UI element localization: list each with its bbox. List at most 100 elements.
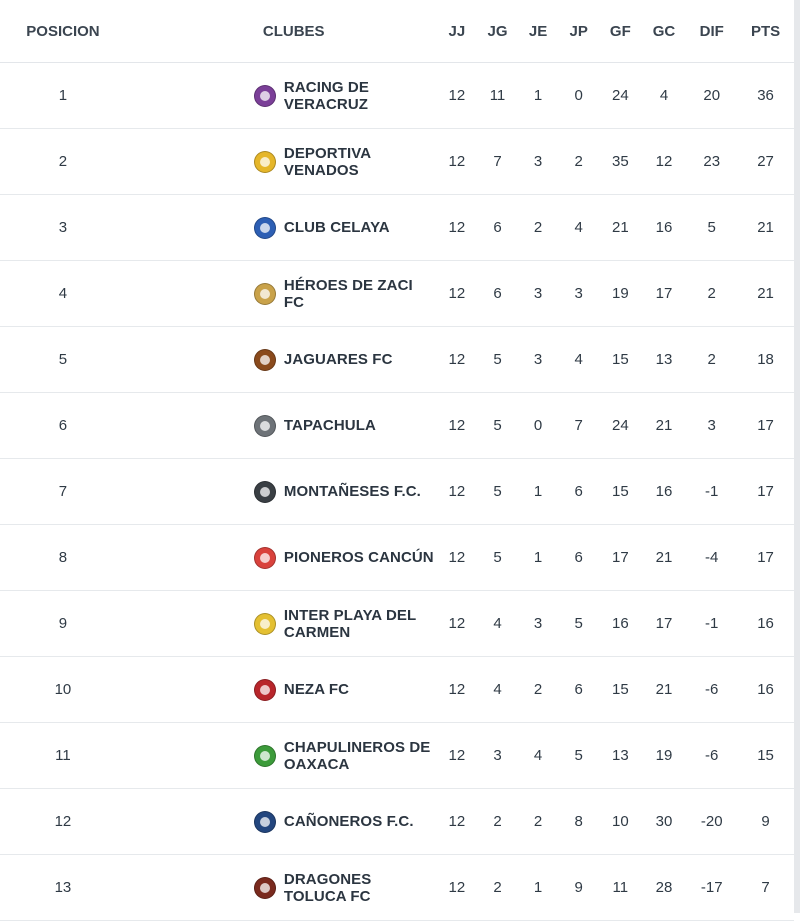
club-name[interactable]: CLUB CELAYA [283,219,390,236]
table-row[interactable]: 2 DEPORTIVA VENADOS 12 7 3 2 35 12 23 27 [0,128,794,195]
header-dif[interactable]: DIF [686,0,738,63]
cell-posicion: 7 [0,458,126,525]
header-clubes[interactable]: CLUBES [125,0,437,63]
cell-gc: 21 [641,656,687,723]
cell-club[interactable]: DRAGONES TOLUCA FC [125,854,437,921]
cell-pts: 21 [737,260,794,327]
header-je[interactable]: JE [517,0,559,63]
table-row[interactable]: 5 JAGUARES FC 12 5 3 4 15 13 2 18 [0,326,794,393]
club-name[interactable]: PIONEROS CANCÚN [283,549,434,566]
cell-posicion: 6 [0,392,126,459]
club-name[interactable]: HÉROES DE ZACI FC [283,276,413,311]
cell-pts: 18 [737,326,794,393]
cell-club[interactable]: MONTAÑESES F.C. [125,458,437,525]
pioneros-crest-icon [253,546,276,569]
cell-je: 3 [517,260,559,327]
cell-jg: 5 [477,524,518,591]
cell-jj: 12 [436,62,478,129]
cell-gc: 4 [641,62,687,129]
cell-club[interactable]: DEPORTIVA VENADOS [125,128,437,195]
table-row[interactable]: 13 DRAGONES TOLUCA FC 12 2 1 9 11 28 -17… [0,854,794,921]
cell-jg: 2 [477,788,518,855]
cell-gc: 30 [641,788,687,855]
cell-jp: 9 [558,854,600,921]
club-name[interactable]: RACING DE VERACRUZ [283,78,369,113]
cell-je: 2 [517,788,559,855]
cell-jp: 2 [558,128,600,195]
cell-posicion: 9 [0,590,126,657]
club-name[interactable]: DRAGONES TOLUCA FC [283,870,372,905]
table-row[interactable]: 6 TAPACHULA 12 5 0 7 24 21 3 17 [0,392,794,459]
header-jg[interactable]: JG [477,0,518,63]
cell-club[interactable]: RACING DE VERACRUZ [125,62,437,129]
inter-crest-icon [253,612,276,635]
scrollbar-track[interactable] [794,0,800,913]
header-gc[interactable]: GC [641,0,687,63]
celaya-crest-icon [253,216,276,239]
cell-dif: 2 [686,326,738,393]
club-name[interactable]: INTER PLAYA DEL CARMEN [283,606,416,641]
cell-jg: 7 [477,128,518,195]
cell-jj: 12 [436,854,478,921]
table-row[interactable]: 3 CLUB CELAYA 12 6 2 4 21 16 5 21 [0,194,794,261]
cell-club[interactable]: TAPACHULA [125,392,437,459]
table-row[interactable]: 1 RACING DE VERACRUZ 12 11 1 0 24 4 20 3… [0,62,794,129]
club-name[interactable]: DEPORTIVA VENADOS [283,144,371,179]
cell-jp: 6 [558,656,600,723]
table-row[interactable]: 11 CHAPULINEROS DE OAXACA 12 3 4 5 13 19… [0,722,794,789]
cell-je: 0 [517,392,559,459]
cell-je: 3 [517,326,559,393]
cell-club[interactable]: CAÑONEROS F.C. [125,788,437,855]
club-name[interactable]: TAPACHULA [283,417,376,434]
table-row[interactable]: 7 MONTAÑESES F.C. 12 5 1 6 15 16 -1 17 [0,458,794,525]
header-posicion[interactable]: POSICION [0,0,126,63]
cell-jg: 6 [477,194,518,261]
cell-dif: -6 [686,722,738,789]
cell-jg: 4 [477,656,518,723]
cell-jj: 12 [436,260,478,327]
cell-club[interactable]: CLUB CELAYA [125,194,437,261]
cell-club[interactable]: CHAPULINEROS DE OAXACA [125,722,437,789]
cell-posicion: 10 [0,656,126,723]
table-row[interactable]: 4 HÉROES DE ZACI FC 12 6 3 3 19 17 2 21 [0,260,794,327]
table-row[interactable]: 8 PIONEROS CANCÚN 12 5 1 6 17 21 -4 17 [0,524,794,591]
chapulineros-crest-icon [253,744,276,767]
cell-club[interactable]: PIONEROS CANCÚN [125,524,437,591]
cell-jj: 12 [436,326,478,393]
cell-gf: 17 [599,524,642,591]
header-jp[interactable]: JP [558,0,600,63]
cell-je: 2 [517,194,559,261]
cell-club[interactable]: HÉROES DE ZACI FC [125,260,437,327]
cell-club[interactable]: NEZA FC [125,656,437,723]
cell-pts: 9 [737,788,794,855]
cell-dif: 5 [686,194,738,261]
cell-posicion: 3 [0,194,126,261]
cell-club[interactable]: INTER PLAYA DEL CARMEN [125,590,437,657]
table-row[interactable]: 10 NEZA FC 12 4 2 6 15 21 -6 16 [0,656,794,723]
cell-jj: 12 [436,656,478,723]
tapachula-crest-icon [253,414,276,437]
cell-pts: 36 [737,62,794,129]
cell-je: 1 [517,524,559,591]
cell-pts: 17 [737,392,794,459]
cell-club[interactable]: JAGUARES FC [125,326,437,393]
cell-dif: -17 [686,854,738,921]
club-name[interactable]: NEZA FC [283,681,350,698]
cell-dif: 3 [686,392,738,459]
cell-jg: 5 [477,392,518,459]
cell-jj: 12 [436,788,478,855]
club-name[interactable]: CHAPULINEROS DE OAXACA [283,738,431,773]
club-name[interactable]: MONTAÑESES F.C. [283,483,421,500]
header-gf[interactable]: GF [599,0,642,63]
header-pts[interactable]: PTS [737,0,794,63]
table-row[interactable]: 9 INTER PLAYA DEL CARMEN 12 4 3 5 16 17 … [0,590,794,657]
table-row[interactable]: 12 CAÑONEROS F.C. 12 2 2 8 10 30 -20 9 [0,788,794,855]
club-name[interactable]: JAGUARES FC [283,351,393,368]
cell-posicion: 5 [0,326,126,393]
club-name[interactable]: CAÑONEROS F.C. [283,813,414,830]
cell-gc: 16 [641,458,687,525]
cell-gf: 15 [599,458,642,525]
cell-posicion: 8 [0,524,126,591]
cell-dif: -4 [686,524,738,591]
header-jj[interactable]: JJ [436,0,478,63]
